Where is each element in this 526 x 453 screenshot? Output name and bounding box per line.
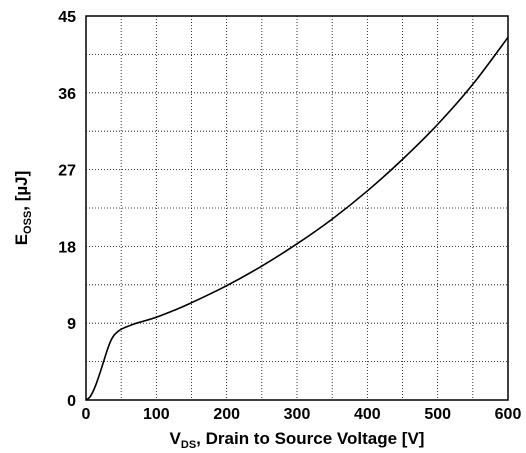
y-axis-label: EOSS, [µJ] xyxy=(12,171,34,246)
x-tick-label: 400 xyxy=(354,406,381,423)
y-tick-labels: 0 9 18 27 36 45 xyxy=(58,9,76,410)
plot-frame xyxy=(85,15,509,401)
y-tick-label: 36 xyxy=(58,86,76,103)
x-tick-label: 600 xyxy=(495,406,522,423)
x-axis-label-subscript: DS xyxy=(181,439,196,451)
y-axis-label-rest: , [µJ] xyxy=(12,171,31,211)
y-tick-label: 9 xyxy=(67,316,76,333)
x-tick-label: 0 xyxy=(82,406,91,423)
x-tick-labels: 0 100 200 300 400 500 600 xyxy=(82,406,522,423)
x-tick-label: 300 xyxy=(284,406,311,423)
x-tick-label: 500 xyxy=(424,406,451,423)
x-axis-label-rest: , Drain to Source Voltage [V] xyxy=(196,429,424,448)
x-axis-label-main: V xyxy=(170,429,182,448)
y-tick-label: 45 xyxy=(58,9,76,26)
y-axis-label-main: E xyxy=(12,234,31,245)
x-tick-label: 100 xyxy=(143,406,170,423)
y-axis-label-subscript: OSS xyxy=(22,211,34,234)
x-axis-label: VDS, Drain to Source Voltage [V] xyxy=(170,429,425,451)
y-tick-label: 18 xyxy=(58,239,76,256)
grid-lines xyxy=(86,16,508,400)
y-tick-label: 0 xyxy=(67,393,76,410)
y-tick-label: 27 xyxy=(58,163,76,180)
x-tick-label: 200 xyxy=(213,406,240,423)
eoss-curve-line xyxy=(85,36,509,401)
